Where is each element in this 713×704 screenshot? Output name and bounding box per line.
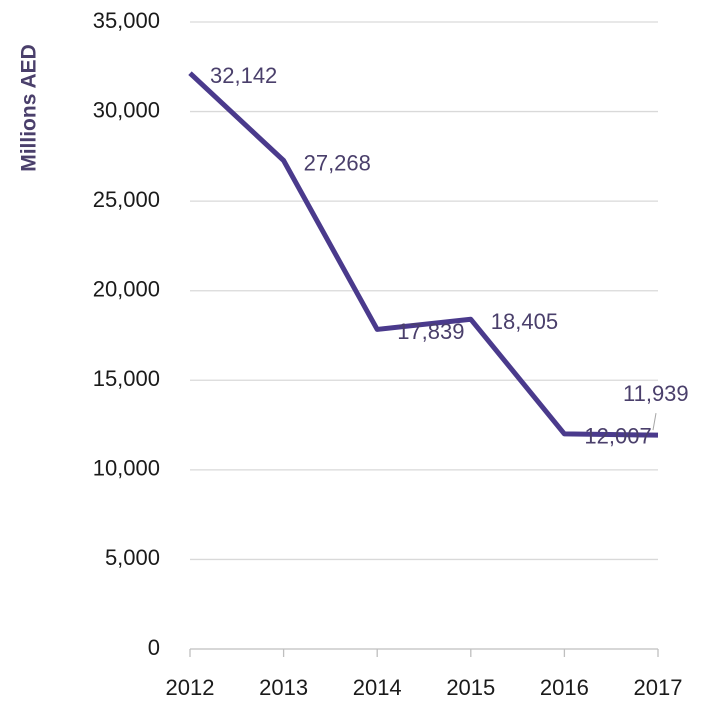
data-label: 12,007 [584,424,651,449]
leader-line [652,413,657,431]
y-axis-title: Millions AED [18,44,41,172]
x-tick-label: 2012 [166,675,215,700]
y-tick-label: 5,000 [105,545,160,570]
y-tick-label: 25,000 [93,187,160,212]
y-tick-label: 30,000 [93,97,160,122]
x-tick-label: 2013 [259,675,308,700]
x-tick-label: 2017 [634,675,683,700]
data-label: 32,142 [210,63,277,88]
data-label: 27,268 [304,150,371,175]
data-label: 11,939 [623,381,689,406]
x-tick-label: 2014 [353,675,402,700]
x-tick-label: 2015 [446,675,495,700]
data-line [188,71,659,438]
y-tick-label: 20,000 [93,277,160,302]
y-tick-label: 0 [148,635,160,660]
y-tick-label: 35,000 [93,8,160,33]
data-label: 17,839 [397,319,464,344]
data-label: 18,405 [491,309,558,334]
y-tick-label: 10,000 [93,456,160,481]
x-tick-label: 2016 [540,675,589,700]
y-tick-label: 15,000 [93,366,160,391]
